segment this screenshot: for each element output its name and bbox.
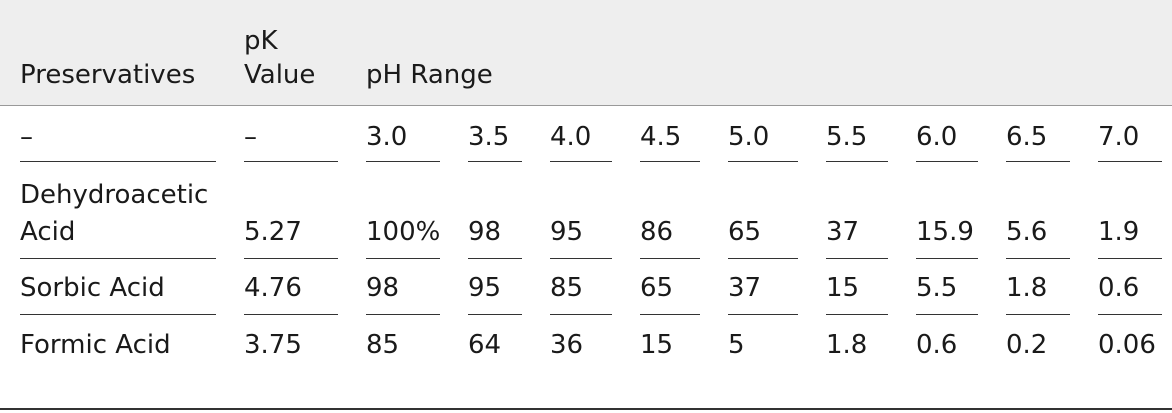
pk-value: 5.27 xyxy=(244,217,302,247)
percent-value: 15 xyxy=(640,330,674,360)
percent-value: 98 xyxy=(468,217,502,247)
row-divider xyxy=(468,314,522,315)
pk-value: 4.76 xyxy=(244,273,302,303)
preservative-name: Acid xyxy=(20,217,76,247)
percent-value: 85 xyxy=(550,273,584,303)
percent-value: 15.9 xyxy=(916,217,974,247)
percent-value: 0.6 xyxy=(916,330,958,360)
row-divider xyxy=(1006,314,1070,315)
ph-value: 4.5 xyxy=(640,122,682,152)
row-divider xyxy=(20,161,216,162)
row-divider xyxy=(20,314,216,315)
percent-value: 1.8 xyxy=(1006,273,1048,303)
row-divider xyxy=(826,161,888,162)
header-ph-range: pH Range xyxy=(366,60,493,90)
row-divider xyxy=(728,161,798,162)
row-divider xyxy=(468,258,522,259)
percent-value: 0.06 xyxy=(1098,330,1156,360)
percent-value: 95 xyxy=(468,273,502,303)
row-divider xyxy=(916,314,978,315)
percent-value: 1.9 xyxy=(1098,217,1140,247)
ph-value: 7.0 xyxy=(1098,122,1140,152)
percent-value: 5.6 xyxy=(1006,217,1048,247)
percent-value: 64 xyxy=(468,330,502,360)
ph-row-pk: – xyxy=(244,122,257,152)
percent-value: 86 xyxy=(640,217,674,247)
row-divider xyxy=(366,161,440,162)
percent-value: 0.2 xyxy=(1006,330,1048,360)
row-divider xyxy=(1006,258,1070,259)
header-preservatives: Preservatives xyxy=(20,60,196,90)
row-divider xyxy=(1006,161,1070,162)
row-divider xyxy=(1098,314,1162,315)
percent-value: 65 xyxy=(728,217,762,247)
row-divider xyxy=(244,314,338,315)
header-pk-line2: Value xyxy=(244,60,316,90)
percent-value: 5.5 xyxy=(916,273,958,303)
row-divider xyxy=(468,161,522,162)
percent-value: 100% xyxy=(366,217,441,247)
row-divider xyxy=(366,258,440,259)
preservative-name: Formic Acid xyxy=(20,330,171,360)
row-divider xyxy=(550,161,612,162)
row-divider xyxy=(244,258,338,259)
percent-value: 85 xyxy=(366,330,400,360)
header-background xyxy=(0,0,1172,105)
row-divider xyxy=(728,258,798,259)
ph-value: 5.0 xyxy=(728,122,770,152)
row-divider xyxy=(916,258,978,259)
header-divider xyxy=(0,105,1172,106)
row-divider xyxy=(640,314,700,315)
row-divider xyxy=(728,314,798,315)
percent-value: 37 xyxy=(826,217,860,247)
row-divider xyxy=(20,258,216,259)
row-divider xyxy=(550,258,612,259)
row-divider xyxy=(826,258,888,259)
row-divider xyxy=(916,161,978,162)
ph-value: 6.5 xyxy=(1006,122,1048,152)
ph-value: 4.0 xyxy=(550,122,592,152)
preservative-name: Sorbic Acid xyxy=(20,273,165,303)
pk-value: 3.75 xyxy=(244,330,302,360)
percent-value: 5 xyxy=(728,330,745,360)
ph-value: 3.5 xyxy=(468,122,510,152)
percent-value: 65 xyxy=(640,273,674,303)
ph-row-preservative: – xyxy=(20,122,33,152)
row-divider xyxy=(244,161,338,162)
row-divider xyxy=(1098,161,1162,162)
ph-value: 5.5 xyxy=(826,122,868,152)
table-bottom-rule xyxy=(0,408,1172,410)
row-divider xyxy=(550,314,612,315)
row-divider xyxy=(640,161,700,162)
percent-value: 0.6 xyxy=(1098,273,1140,303)
row-divider xyxy=(366,314,440,315)
percent-value: 37 xyxy=(728,273,762,303)
preservative-name: Dehydroacetic xyxy=(20,180,209,210)
ph-value: 6.0 xyxy=(916,122,958,152)
percent-value: 95 xyxy=(550,217,584,247)
row-divider xyxy=(1098,258,1162,259)
percent-value: 36 xyxy=(550,330,584,360)
percent-value: 98 xyxy=(366,273,400,303)
header-pk-line1: pK xyxy=(244,26,278,56)
percent-value: 15 xyxy=(826,273,860,303)
row-divider xyxy=(640,258,700,259)
row-divider xyxy=(826,314,888,315)
ph-value: 3.0 xyxy=(366,122,408,152)
percent-value: 1.8 xyxy=(826,330,868,360)
